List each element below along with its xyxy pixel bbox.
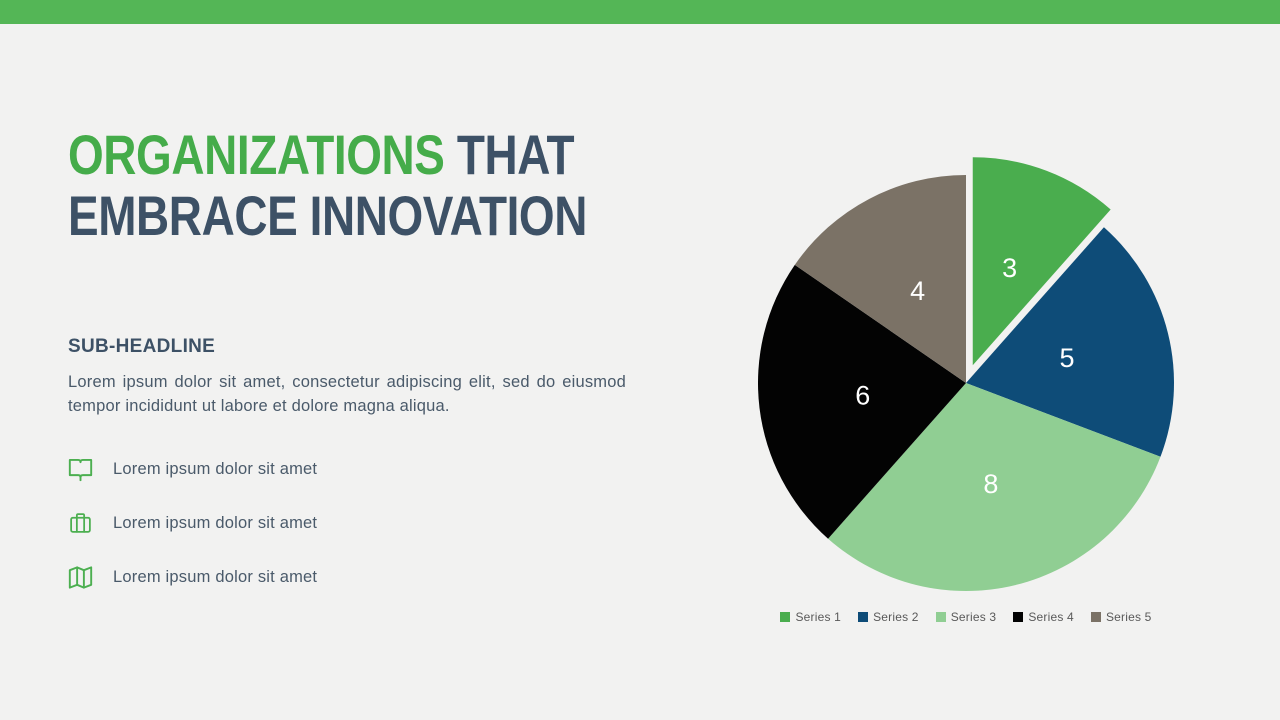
legend-marker: [780, 612, 791, 622]
bullet-label: Lorem ipsum dolor sit amet: [113, 513, 318, 532]
pie-slice-series-2: [966, 227, 1174, 457]
bullet-item-2: Lorem ipsum dolor sit amet: [66, 508, 317, 538]
top-accent-bar: [0, 0, 1280, 24]
bullet-list: Lorem ipsum dolor sit amet Lorem ipsum d…: [66, 454, 317, 616]
title-accent-text: ORGANIZATIONS: [68, 123, 445, 186]
legend-label: Series 2: [873, 610, 919, 624]
legend-item-series-3: Series 3: [935, 610, 997, 624]
pie-slice-series-4: [758, 264, 966, 539]
legend-item-series-1: Series 1: [780, 610, 841, 624]
open-book-icon: [66, 455, 94, 483]
legend-item-series-2: Series 2: [858, 610, 919, 624]
title-rest-text: THAT: [444, 123, 575, 186]
body-paragraph: Lorem ipsum dolor sit amet, consectetur …: [68, 373, 626, 415]
briefcase-icon: [66, 509, 94, 537]
bullet-label: Lorem ipsum dolor sit amet: [113, 459, 318, 478]
legend-marker: [935, 612, 946, 622]
pie-slice-series-5: [794, 175, 966, 383]
bullet-item-3: Lorem ipsum dolor sit amet: [66, 562, 317, 592]
bullet-item-1: Lorem ipsum dolor sit amet: [66, 454, 317, 484]
title-line2-text: EMBRACE INNOVATION: [68, 184, 587, 247]
pie-chart: 3 5 8 6 4: [758, 157, 1174, 591]
subsection: SUB-HEADLINE Lorem ipsum dolor sit amet,…: [68, 336, 628, 418]
bullet-label: Lorem ipsum dolor sit amet: [113, 567, 318, 586]
legend-marker: [858, 612, 869, 622]
map-icon: [66, 563, 94, 591]
legend-label: Series 4: [1028, 610, 1074, 624]
legend-marker: [1013, 612, 1024, 622]
legend-label: Series 1: [795, 610, 842, 624]
pie-slice-series-3: [828, 383, 1161, 591]
sub-headline: SUB-HEADLINE: [68, 336, 216, 357]
pie-data-label: 6: [855, 381, 870, 411]
legend-label: Series 5: [1105, 610, 1152, 624]
pie-data-label: 8: [983, 469, 998, 499]
legend-label: Series 3: [950, 610, 997, 624]
pie-data-label: 4: [910, 276, 925, 306]
pie-data-label: 5: [1059, 343, 1074, 373]
slide-title: ORGANIZATIONS THAT EMBRACE INNOVATION: [68, 124, 691, 246]
chart-legend: Series 1 Series 2 Series 3 Series 4 Series 5: [726, 607, 1206, 627]
legend-marker: [1090, 612, 1101, 622]
pie-slice-series-1: [972, 157, 1111, 366]
legend-item-series-5: Series 5: [1090, 610, 1152, 624]
legend-item-series-4: Series 4: [1013, 610, 1074, 624]
pie-data-label: 3: [1002, 253, 1017, 283]
